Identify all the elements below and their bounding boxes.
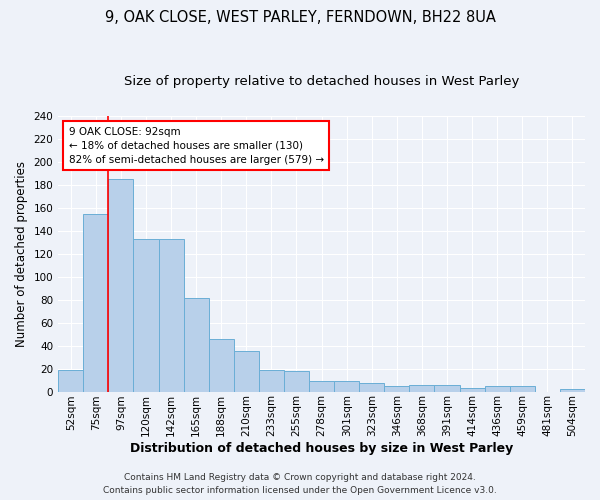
- Y-axis label: Number of detached properties: Number of detached properties: [15, 160, 28, 346]
- Bar: [359, 384, 385, 392]
- Bar: [385, 386, 409, 392]
- Bar: [409, 384, 434, 392]
- Bar: [485, 386, 510, 392]
- Bar: [434, 384, 460, 392]
- Title: Size of property relative to detached houses in West Parley: Size of property relative to detached ho…: [124, 75, 519, 88]
- Bar: [309, 381, 334, 392]
- Bar: [234, 352, 259, 392]
- Bar: [133, 238, 158, 392]
- Text: Contains HM Land Registry data © Crown copyright and database right 2024.
Contai: Contains HM Land Registry data © Crown c…: [103, 474, 497, 495]
- Bar: [184, 298, 209, 392]
- Bar: [209, 338, 234, 392]
- Bar: [109, 179, 133, 392]
- Bar: [83, 214, 109, 392]
- Bar: [510, 386, 535, 392]
- X-axis label: Distribution of detached houses by size in West Parley: Distribution of detached houses by size …: [130, 442, 513, 455]
- Bar: [284, 371, 309, 392]
- Text: 9 OAK CLOSE: 92sqm
← 18% of detached houses are smaller (130)
82% of semi-detach: 9 OAK CLOSE: 92sqm ← 18% of detached hou…: [69, 126, 324, 164]
- Bar: [259, 370, 284, 392]
- Bar: [58, 370, 83, 392]
- Bar: [334, 381, 359, 392]
- Bar: [158, 238, 184, 392]
- Text: 9, OAK CLOSE, WEST PARLEY, FERNDOWN, BH22 8UA: 9, OAK CLOSE, WEST PARLEY, FERNDOWN, BH2…: [104, 10, 496, 25]
- Bar: [460, 388, 485, 392]
- Bar: [560, 389, 585, 392]
